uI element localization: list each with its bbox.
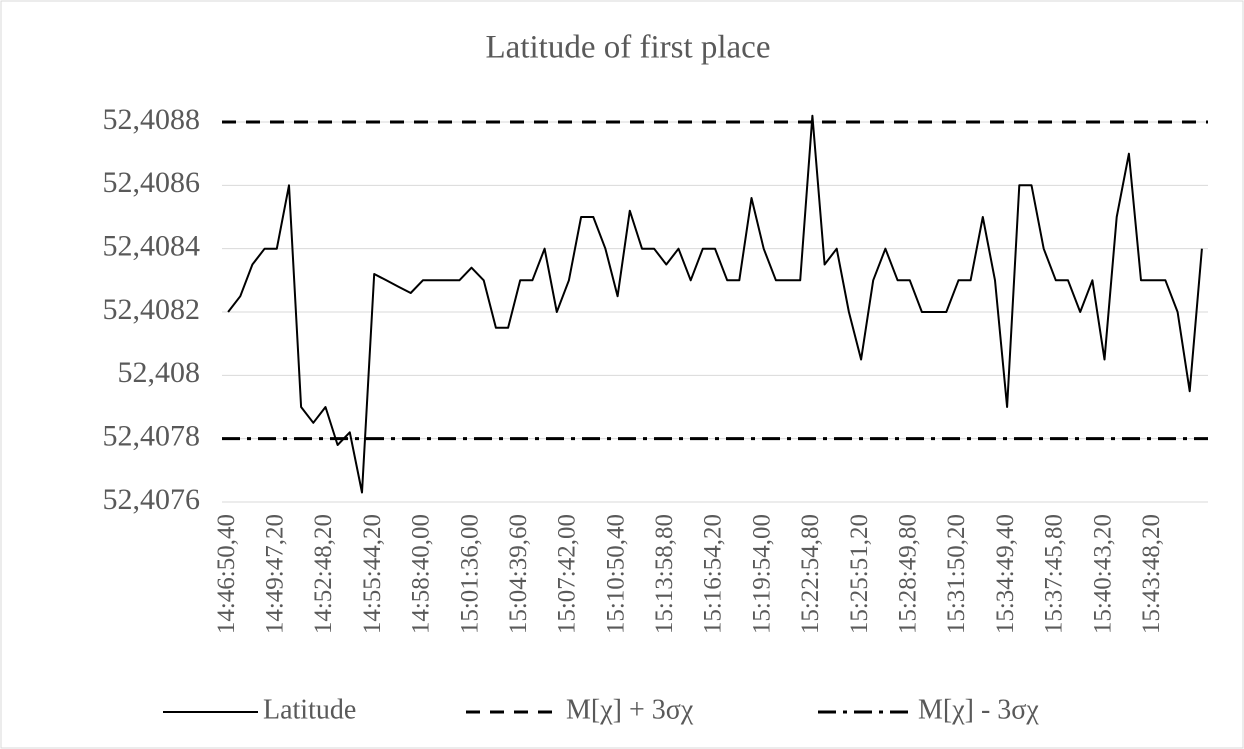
x-tick-label: 15:19:54,00 — [748, 514, 775, 634]
x-tick-label: 15:22:54,80 — [797, 514, 824, 634]
y-tick-label: 52,4086 — [103, 166, 201, 199]
x-tick-label: 15:31:50,20 — [943, 514, 970, 634]
data-line — [227, 114, 1203, 494]
x-tick-label: 14:52:48,20 — [310, 514, 337, 634]
x-tick-label: 15:07:42,00 — [554, 514, 581, 634]
x-tick-label: 14:49:47,20 — [262, 514, 289, 634]
x-tick-label: 14:55:44,20 — [359, 514, 386, 634]
legend-label: M[χ] - 3σχ — [918, 694, 1039, 725]
x-tick-label: 14:46:50,40 — [213, 514, 240, 634]
x-tick-label: 15:43:48,20 — [1138, 514, 1165, 634]
y-tick-label: 52,4076 — [103, 483, 201, 516]
x-tick-label: 14:58:40,00 — [408, 514, 435, 634]
x-tick-label: 15:28:49,80 — [894, 514, 921, 634]
legend-label: M[χ] + 3σχ — [566, 694, 694, 725]
y-tick-label: 52,408 — [118, 356, 201, 389]
y-tick-label: 52,4078 — [103, 420, 201, 453]
x-tick-label: 15:37:45,80 — [1041, 514, 1068, 634]
x-tick-label: 15:04:39,60 — [505, 514, 532, 634]
x-tick-label: 15:40:43,20 — [1089, 514, 1116, 634]
x-tick-label: 15:25:51,20 — [846, 514, 873, 634]
y-tick-label: 52,4082 — [103, 293, 201, 326]
y-tick-label: 52,4084 — [103, 230, 201, 263]
x-tick-label: 15:13:58,80 — [651, 514, 678, 634]
legend-label: Latitude — [263, 694, 356, 725]
x-tick-label: 15:10:50,40 — [602, 514, 629, 634]
chart-title: Latitude of first place — [486, 30, 771, 66]
y-tick-label: 52,4088 — [103, 103, 201, 136]
x-tick-label: 15:34:49,40 — [992, 514, 1019, 634]
x-tick-label: 15:01:36,00 — [456, 514, 483, 634]
x-tick-label: 15:16:54,20 — [700, 514, 727, 634]
